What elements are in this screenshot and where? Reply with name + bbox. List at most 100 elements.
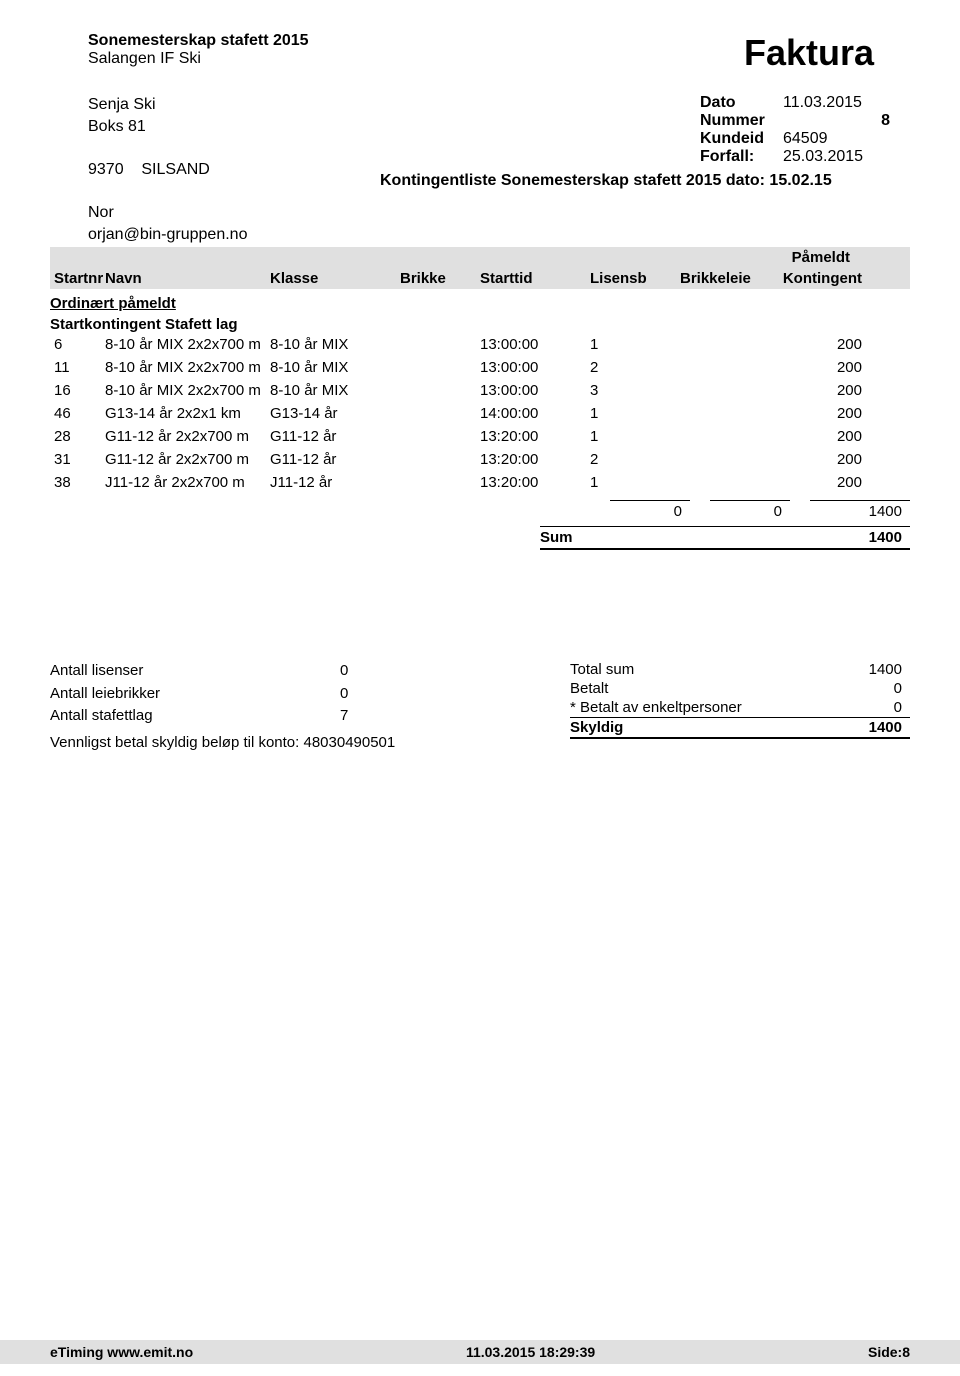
cell-brikke bbox=[400, 359, 480, 376]
cell-lisensb: 3 bbox=[590, 382, 680, 399]
cell-klasse: 8-10 år MIX bbox=[270, 359, 400, 376]
header-pameldt: Påmeldt bbox=[792, 249, 850, 266]
table-row: 46G13-14 år 2x2x1 kmG13-14 år14:00:00120… bbox=[50, 402, 910, 425]
betalt-label: Betalt bbox=[570, 680, 608, 697]
page: Sonemesterskap stafett 2015 Salangen IF … bbox=[0, 0, 960, 754]
cell-brikkeleie bbox=[680, 451, 770, 468]
cell-lisensb: 2 bbox=[590, 451, 680, 468]
header-starttid: Starttid bbox=[480, 270, 590, 287]
cell-starttid: 13:00:00 bbox=[480, 336, 590, 353]
cell-startnr: 38 bbox=[50, 474, 105, 491]
footer: eTiming www.emit.no 11.03.2015 18:29:39 … bbox=[0, 1340, 960, 1364]
cell-brikke bbox=[400, 336, 480, 353]
cell-brikkeleie bbox=[680, 359, 770, 376]
totals-row: 0 0 1400 bbox=[540, 500, 910, 520]
summary-block: Antall lisenser 0 Antall leiebrikker 0 A… bbox=[50, 660, 910, 754]
recipient-block: Senja Ski Boks 81 9370 SILSAND bbox=[50, 94, 210, 190]
cell-startnr: 46 bbox=[50, 405, 105, 422]
cell-lisensb: 2 bbox=[590, 359, 680, 376]
forfall-value: 25.03.2015 bbox=[783, 148, 863, 166]
cell-lisensb: 1 bbox=[590, 474, 680, 491]
stafettlag-label: Antall stafettlag bbox=[50, 705, 340, 728]
cell-brikkeleie bbox=[680, 405, 770, 422]
header-klasse: Klasse bbox=[270, 270, 400, 287]
cell-navn: G13-14 år 2x2x1 km bbox=[105, 405, 270, 422]
sum-label: Sum bbox=[540, 529, 573, 546]
pay-note: Vennligst betal skyldig beløp til konto:… bbox=[50, 732, 395, 755]
forfall-label: Forfall: bbox=[700, 148, 775, 166]
cell-startnr: 6 bbox=[50, 336, 105, 353]
kundeid-value: 64509 bbox=[783, 130, 828, 148]
cell-starttid: 13:20:00 bbox=[480, 474, 590, 491]
skyldig-value: 1400 bbox=[869, 719, 902, 736]
cell-kontingent: 200 bbox=[770, 405, 870, 422]
summary-right: Total sum 1400 Betalt 0 * Betalt av enke… bbox=[570, 660, 910, 754]
cell-lisensb: 1 bbox=[590, 428, 680, 445]
cell-navn: G11-12 år 2x2x700 m bbox=[105, 428, 270, 445]
footer-right: Side:8 bbox=[868, 1344, 910, 1360]
cell-kontingent: 200 bbox=[770, 428, 870, 445]
table-row: 168-10 år MIX 2x2x700 m8-10 år MIX13:00:… bbox=[50, 379, 910, 402]
betalt-value: 0 bbox=[894, 680, 902, 697]
cell-starttid: 13:00:00 bbox=[480, 382, 590, 399]
totals-col3: 1400 bbox=[810, 500, 910, 520]
cell-starttid: 13:20:00 bbox=[480, 451, 590, 468]
cell-brikkeleie bbox=[680, 428, 770, 445]
event-organizer: Salangen IF Ski bbox=[88, 50, 309, 68]
cell-starttid: 14:00:00 bbox=[480, 405, 590, 422]
cell-brikke bbox=[400, 451, 480, 468]
total-sum-value: 1400 bbox=[869, 661, 902, 678]
sub-section-title: Startkontingent Stafett lag bbox=[50, 316, 910, 333]
header-row: Sonemesterskap stafett 2015 Salangen IF … bbox=[50, 32, 910, 74]
cell-klasse: G11-12 år bbox=[270, 451, 400, 468]
cell-brikkeleie bbox=[680, 474, 770, 491]
cell-navn: G11-12 år 2x2x700 m bbox=[105, 451, 270, 468]
cell-navn: 8-10 år MIX 2x2x700 m bbox=[105, 336, 270, 353]
cell-klasse: J11-12 år bbox=[270, 474, 400, 491]
table-row: 38J11-12 år 2x2x700 mJ11-12 år 13:20:001 2… bbox=[50, 471, 910, 494]
recipient-postal: 9370 bbox=[88, 161, 124, 178]
cell-brikkeleie bbox=[680, 336, 770, 353]
cell-klasse: 8-10 år MIX bbox=[270, 336, 400, 353]
header-startnr: Startnr bbox=[50, 270, 105, 287]
leiebrikker-label: Antall leiebrikker bbox=[50, 683, 340, 706]
recipient-name: Senja Ski bbox=[88, 94, 210, 116]
contact-email: orjan@bin-gruppen.no bbox=[88, 224, 910, 246]
faktura-heading: Faktura bbox=[744, 32, 910, 74]
table-row: 68-10 år MIX 2x2x700 m8-10 år MIX 13:00:0… bbox=[50, 333, 910, 356]
skyldig-label: Skyldig bbox=[570, 719, 623, 736]
contact-block: Nor orjan@bin-gruppen.no bbox=[50, 202, 910, 245]
kundeid-label: Kundeid bbox=[700, 130, 775, 148]
cell-navn: 8-10 år MIX 2x2x700 m bbox=[105, 359, 270, 376]
cell-startnr: 11 bbox=[50, 359, 105, 376]
dato-value: 11.03.2015 bbox=[783, 94, 862, 112]
cell-startnr: 28 bbox=[50, 428, 105, 445]
meta-block: Senja Ski Boks 81 9370 SILSAND Dato 11.0… bbox=[50, 94, 910, 190]
totals-col1: 0 bbox=[610, 500, 690, 520]
recipient-address: Boks 81 bbox=[88, 116, 210, 138]
table-header-row: Påmeldt Startnr Navn Klasse Brikke Start… bbox=[50, 247, 910, 289]
cell-brikke bbox=[400, 405, 480, 422]
footer-left: eTiming www.emit.no bbox=[50, 1344, 193, 1360]
cell-brikke bbox=[400, 428, 480, 445]
meta-right: Dato 11.03.2015 Nummer 8 Kundeid 64509 F… bbox=[700, 94, 910, 190]
sum-value: 1400 bbox=[869, 529, 902, 546]
cell-navn: J11-12 år 2x2x700 m bbox=[105, 474, 270, 491]
header-left: Sonemesterskap stafett 2015 Salangen IF … bbox=[50, 32, 309, 68]
recipient-city: SILSAND bbox=[141, 161, 209, 178]
lisenser-value: 0 bbox=[340, 660, 348, 683]
event-title: Sonemesterskap stafett 2015 bbox=[88, 32, 309, 50]
table-row: 118-10 år MIX 2x2x700 m8-10 år MIX13:00:… bbox=[50, 356, 910, 379]
summary-left: Antall lisenser 0 Antall leiebrikker 0 A… bbox=[50, 660, 395, 754]
totals-block: 0 0 1400 Sum 1400 bbox=[50, 500, 910, 550]
kontingent-line: Kontingentliste Sonemesterskap stafett 2… bbox=[380, 172, 890, 190]
header-brikkeleie: Brikkeleie bbox=[680, 270, 770, 287]
header-kontingent: Kontingent bbox=[770, 270, 870, 287]
cell-navn: 8-10 år MIX 2x2x700 m bbox=[105, 382, 270, 399]
cell-kontingent: 200 bbox=[770, 474, 870, 491]
lisenser-label: Antall lisenser bbox=[50, 660, 340, 683]
contact-country: Nor bbox=[88, 202, 910, 224]
stafettlag-value: 7 bbox=[340, 705, 348, 728]
header-brikke: Brikke bbox=[400, 270, 480, 287]
table-body: 68-10 år MIX 2x2x700 m8-10 år MIX13:00:0… bbox=[50, 333, 910, 494]
